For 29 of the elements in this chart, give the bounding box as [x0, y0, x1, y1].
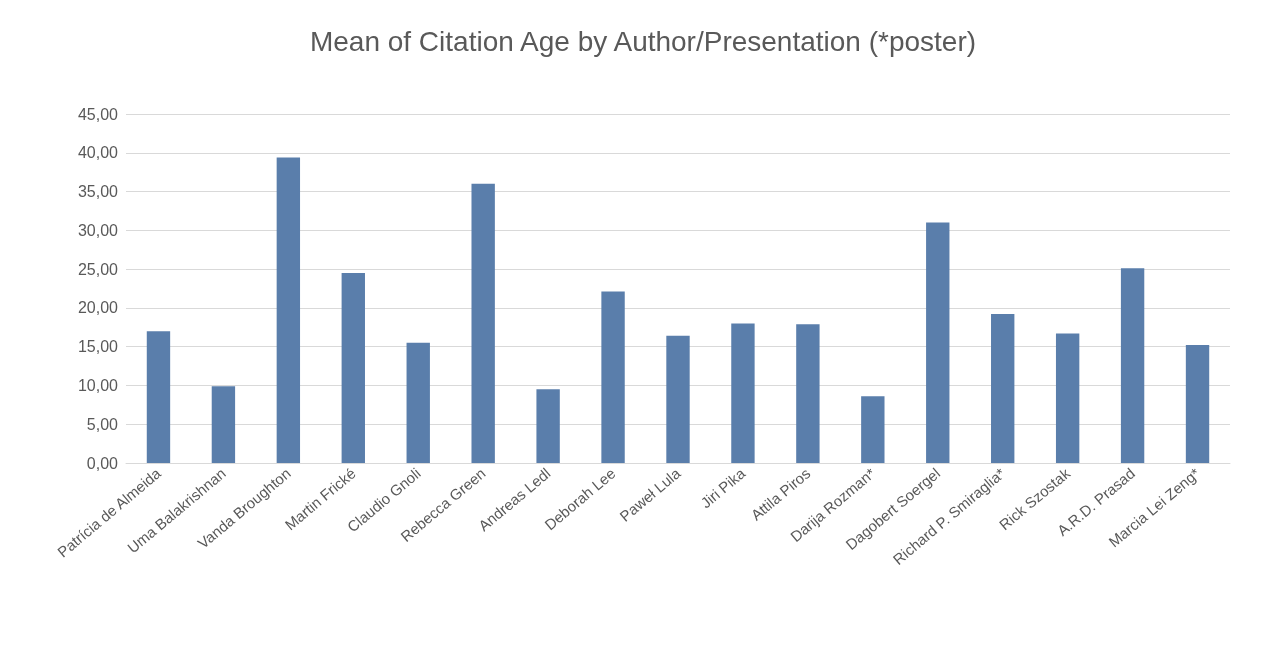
bar — [146, 331, 171, 463]
y-tick-label: 10,00 — [77, 376, 119, 394]
y-tick-label: 30,00 — [77, 221, 119, 239]
y-tick-label: 15,00 — [77, 338, 119, 356]
bar — [211, 386, 236, 463]
bar — [666, 335, 690, 463]
chart-title: Mean of Citation Age by Author/Presentation (*poster) — [309, 25, 977, 57]
bar — [406, 342, 430, 463]
y-tick-label: 5,00 — [86, 415, 119, 433]
y-tick-label: 20,00 — [77, 299, 119, 317]
y-tick-label: 35,00 — [77, 183, 119, 201]
bar — [276, 157, 301, 463]
bar — [1185, 345, 1210, 463]
bar — [731, 323, 755, 463]
bar — [471, 183, 495, 463]
bar — [536, 389, 560, 463]
bar — [796, 324, 820, 463]
bar — [341, 272, 365, 463]
y-tick-label: 40,00 — [77, 144, 119, 162]
bar — [1120, 268, 1145, 463]
bar — [926, 222, 950, 463]
y-tick-label: 45,00 — [77, 105, 119, 123]
x-tick-label: Jiri Pika — [697, 464, 749, 512]
bar — [1055, 333, 1080, 463]
bar — [601, 291, 625, 463]
bar — [991, 314, 1015, 463]
y-tick-label: 25,00 — [77, 260, 119, 278]
y-tick-label: 0,00 — [86, 454, 119, 472]
bar — [861, 396, 885, 463]
